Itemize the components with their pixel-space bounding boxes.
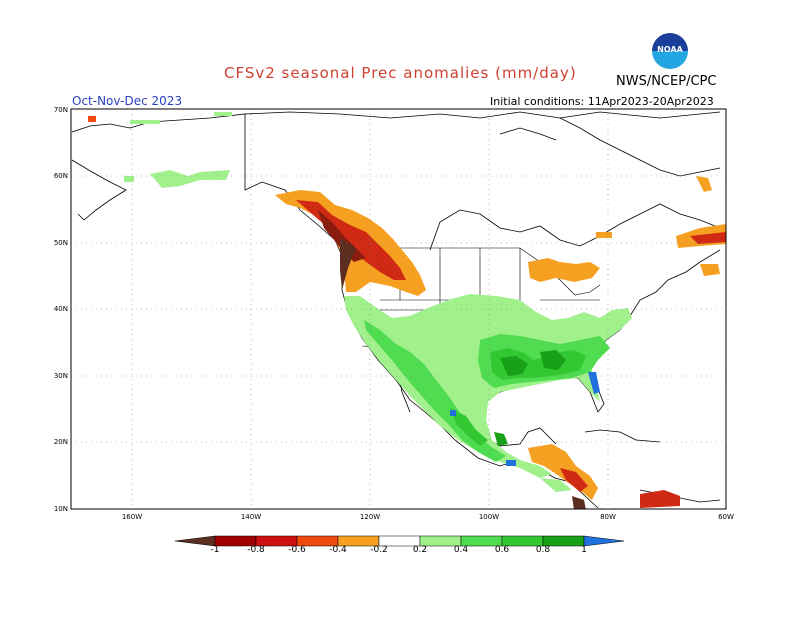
- colorbar-label: -0.6: [288, 545, 306, 555]
- lat-label-60n: 60N: [53, 172, 68, 180]
- chart-title: CFSv2 seasonal Prec anomalies (mm/day): [224, 64, 577, 82]
- map-layers: [71, 109, 726, 509]
- colorbar-label: 0.6: [494, 545, 510, 555]
- colorbar: [174, 535, 625, 547]
- lat-label-20n: 20N: [53, 438, 68, 446]
- colorbar-arrow-right: [583, 535, 625, 547]
- map-frame: [70, 108, 727, 510]
- logo-text: NOAA: [657, 45, 683, 54]
- colorbar-label: -0.8: [247, 545, 265, 555]
- season-label: Oct-Nov-Dec 2023: [72, 94, 183, 108]
- colorbar-label: 0.8: [535, 545, 551, 555]
- lon-label-120w: 120W: [359, 513, 381, 521]
- lat-label-50n: 50N: [53, 239, 68, 247]
- lat-label-70n: 70N: [53, 106, 68, 114]
- lat-label-10n: 10N: [53, 505, 68, 513]
- lon-label-160w: 160W: [121, 513, 143, 521]
- wet-anomaly-region: [124, 112, 632, 492]
- lon-label-60w: 60W: [718, 513, 734, 521]
- agency-label: NWS/NCEP/CPC: [616, 74, 717, 89]
- graticule: [71, 109, 726, 509]
- lon-label-100w: 100W: [478, 513, 500, 521]
- lon-label-140w: 140W: [240, 513, 262, 521]
- colorbar-label: 0.2: [412, 545, 428, 555]
- lat-label-30n: 30N: [53, 372, 68, 380]
- noaa-logo: NOAA: [652, 33, 688, 69]
- initial-conditions-label: Initial conditions: 11Apr2023-20Apr2023: [490, 95, 714, 108]
- colorbar-label: 0.4: [453, 545, 469, 555]
- colorbar-label: 1: [581, 545, 587, 555]
- dry-anomaly-region: [88, 116, 726, 509]
- colorbar-label: -0.4: [329, 545, 347, 555]
- lon-label-80w: 80W: [600, 513, 616, 521]
- colorbar-label: -0.2: [370, 545, 388, 555]
- lat-label-40n: 40N: [53, 305, 68, 313]
- colorbar-label: -1: [210, 545, 220, 555]
